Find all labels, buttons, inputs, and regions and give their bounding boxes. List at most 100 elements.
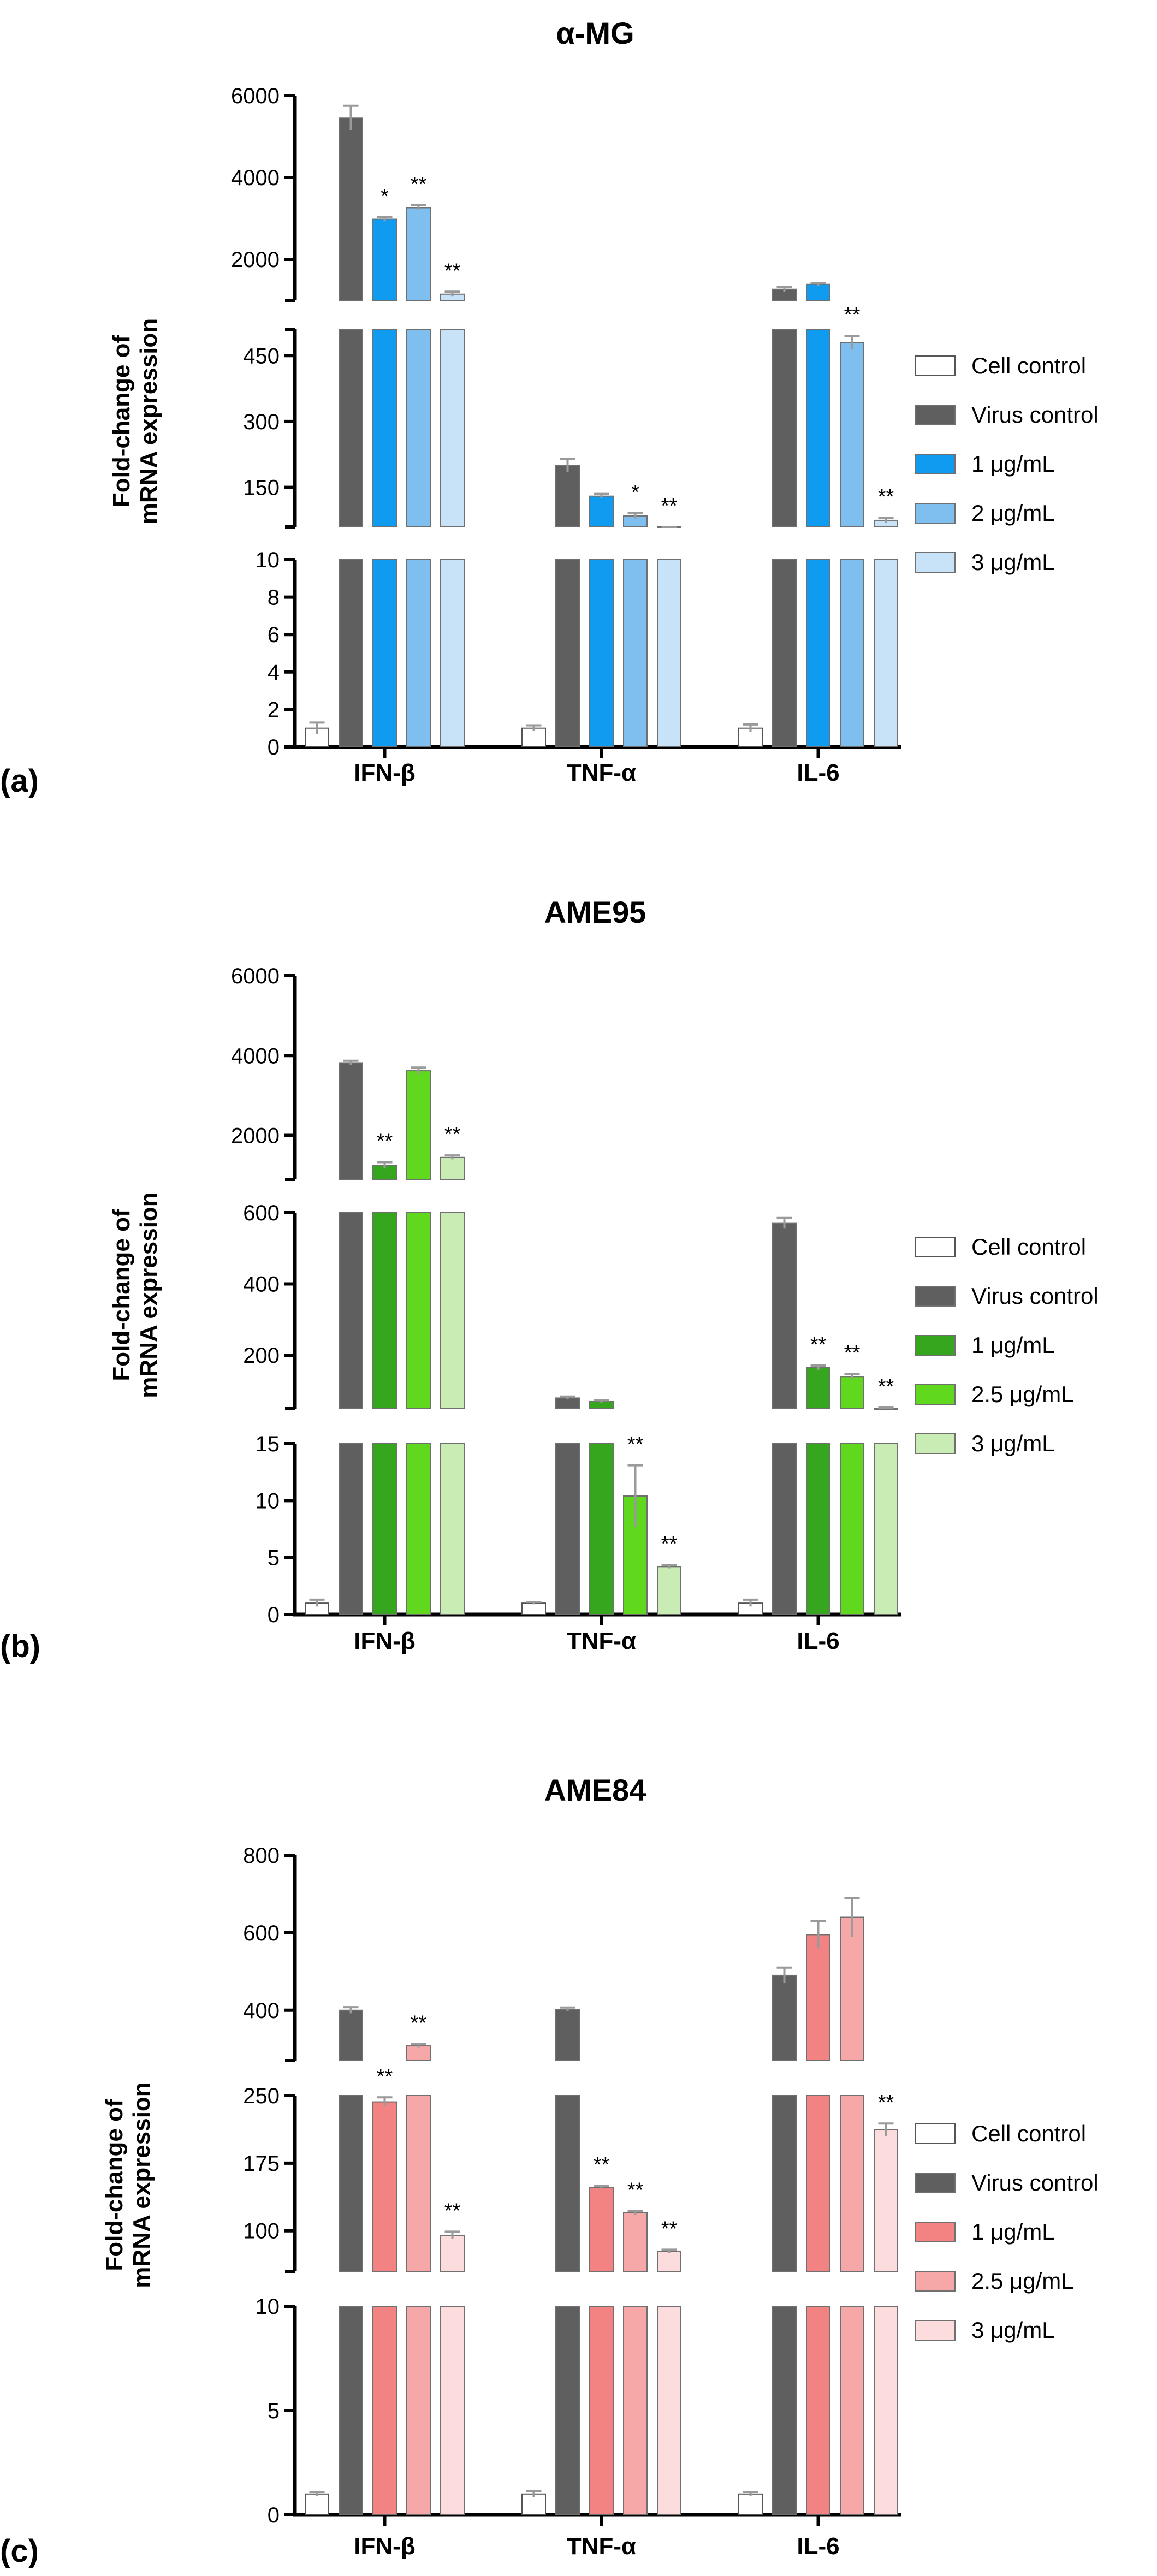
legend-swatch: [915, 1335, 956, 1356]
bar: [372, 329, 397, 527]
bar: [440, 2306, 465, 2515]
y-axis-label: Fold-change ofmRNA expression: [101, 2082, 155, 2288]
significance-marker: **: [844, 304, 861, 327]
bar: [372, 559, 397, 747]
legend-swatch: [915, 552, 956, 573]
bar: [589, 2187, 614, 2272]
legend-label: Cell control: [971, 2121, 1086, 2146]
chart-title: AME95: [544, 895, 646, 929]
significance-marker: **: [411, 2011, 427, 2034]
significance-marker: **: [661, 495, 678, 518]
significance-marker: *: [381, 185, 389, 208]
bar: [657, 1566, 681, 1616]
x-category-label: IFN-β: [354, 1628, 415, 1654]
significance-marker: **: [444, 259, 461, 282]
bar: [589, 495, 614, 528]
bar: [555, 1443, 580, 1615]
y-tick-label: 4: [268, 661, 280, 685]
legend-swatch: [915, 355, 956, 376]
bar: [339, 117, 363, 301]
bar: [806, 283, 830, 301]
legend-swatch: [915, 1237, 956, 1257]
bar: [406, 2045, 431, 2061]
y-tick-label: 0: [268, 1603, 280, 1627]
bar: [840, 1376, 864, 1410]
panel-label: (c): [0, 2533, 39, 2569]
bar: [440, 329, 465, 527]
y-tick-label: 5: [268, 2399, 280, 2423]
x-category-label: TNF-α: [567, 1628, 636, 1654]
bar: [657, 559, 681, 747]
legend-label: 1 μg/mL: [971, 2219, 1055, 2245]
significance-marker: **: [878, 1375, 894, 1398]
bar: [806, 2095, 830, 2272]
y-tick-label: 250: [243, 2084, 280, 2108]
bar: [806, 1934, 830, 2062]
legend-label: 2.5 μg/mL: [971, 2268, 1074, 2294]
legend-swatch: [915, 2123, 956, 2144]
bar: [840, 559, 864, 747]
legend-swatch: [915, 2271, 956, 2292]
significance-marker: **: [844, 1342, 861, 1364]
bar: [657, 2251, 681, 2272]
bar: [521, 1602, 546, 1615]
significance-marker: **: [661, 1533, 678, 1556]
legend-label: 3 μg/mL: [971, 2317, 1055, 2343]
legend-swatch: [915, 1286, 956, 1307]
y-tick-label: 100: [243, 2219, 280, 2243]
y-tick-label: 10: [256, 548, 280, 572]
y-tick-label: 400: [243, 1273, 280, 1297]
bar: [372, 1212, 397, 1409]
y-tick-label: 0: [268, 2503, 280, 2527]
bar: [623, 559, 648, 747]
bar: [657, 2306, 681, 2515]
y-tick-label: 6000: [231, 964, 280, 988]
bar: [440, 1156, 465, 1180]
significance-marker: **: [627, 1433, 644, 1456]
legend-label: Virus control: [971, 402, 1099, 428]
bar: [772, 1974, 797, 2062]
bar: [772, 2306, 797, 2515]
x-category-label: IL-6: [797, 1628, 839, 1654]
significance-marker: **: [411, 173, 427, 196]
panel-label: (b): [0, 1629, 40, 1664]
bar: [440, 1443, 465, 1615]
bar: [521, 727, 546, 747]
y-axis-label-line: mRNA expression: [135, 1192, 162, 1398]
chart-title: AME84: [544, 1773, 646, 1807]
y-tick-label: 15: [256, 1432, 280, 1456]
y-tick-label: 200: [243, 1344, 280, 1368]
x-category-label: IL-6: [797, 2533, 839, 2560]
bar: [840, 342, 864, 528]
significance-marker: **: [377, 1130, 393, 1153]
bar: [339, 1443, 363, 1615]
x-category-label: IL-6: [797, 759, 839, 786]
x-category-label: IFN-β: [354, 759, 415, 786]
bar: [738, 2493, 763, 2515]
legend-label: 3 μg/mL: [971, 1431, 1055, 1456]
legend-label: 1 μg/mL: [971, 451, 1055, 477]
y-axis-label: Fold-change ofmRNA expression: [108, 318, 162, 524]
bar: [372, 2101, 397, 2272]
y-tick-label: 2000: [231, 1124, 280, 1148]
significance-marker: **: [444, 1123, 461, 1146]
bar: [406, 1443, 431, 1615]
legend-swatch: [915, 1384, 956, 1405]
legend-label: Cell control: [971, 353, 1086, 378]
bar: [772, 329, 797, 527]
bar: [589, 1443, 614, 1615]
legend-label: 2.5 μg/mL: [971, 1381, 1074, 1407]
chart-panel-2: AME95 (b) Fold-change ofmRNA expression 0 5 1…: [0, 895, 1099, 1664]
y-axis-label-line: Fold-change of: [108, 335, 135, 508]
legend-label: 2 μg/mL: [971, 500, 1055, 526]
bar: [806, 1367, 830, 1409]
bar: [339, 2009, 363, 2062]
bar: [555, 2306, 580, 2515]
bar: [555, 465, 580, 528]
y-tick-label: 5: [268, 1546, 280, 1570]
y-tick-label: 400: [243, 1999, 280, 2023]
bar: [806, 2306, 830, 2515]
y-axis-label: Fold-change ofmRNA expression: [108, 1192, 162, 1398]
bar: [840, 1916, 864, 2062]
bar: [772, 1443, 797, 1615]
